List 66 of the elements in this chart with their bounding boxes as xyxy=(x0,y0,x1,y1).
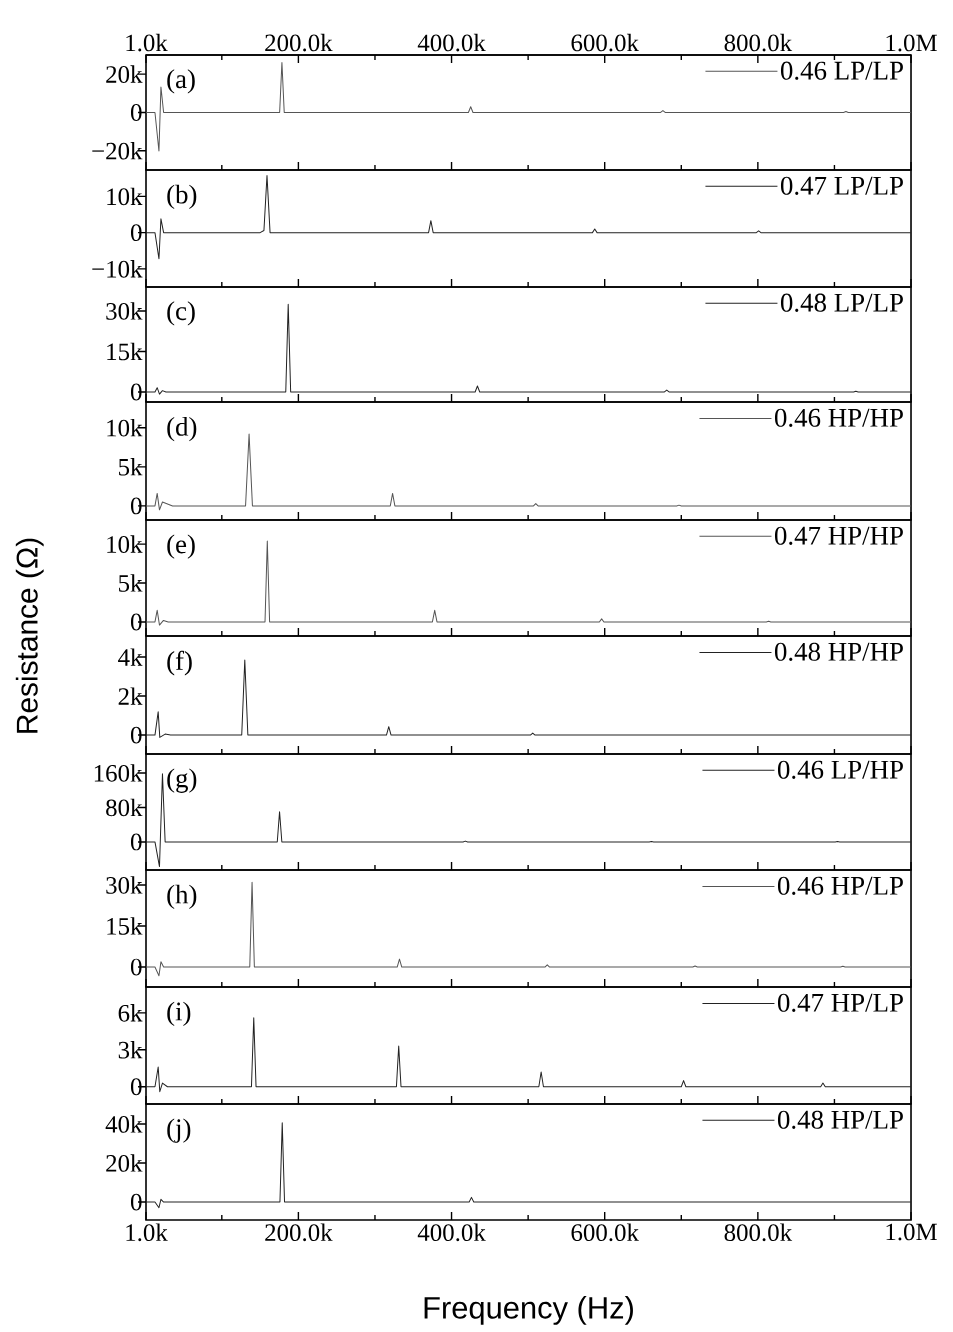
y-tick-label: 80k xyxy=(106,798,143,817)
y-tick-label: 3k xyxy=(118,1041,143,1059)
y-tick-label: 0 xyxy=(130,958,142,976)
x2-tick-label: 200.0k xyxy=(265,33,333,52)
annotation: (j) xyxy=(167,1118,191,1143)
annotation: (c) xyxy=(167,301,195,326)
annotation: (d) xyxy=(167,416,197,442)
legend-label: 0.47 LP/LP xyxy=(780,176,903,195)
y-tick-label: 15k xyxy=(107,342,143,361)
y-tick-label: 0 xyxy=(130,497,142,515)
y-tick-label: 20k xyxy=(106,1154,143,1172)
x-tick-label: 1.0k xyxy=(126,1223,168,1242)
y-tick-label: 10k xyxy=(107,535,143,553)
legend-label: 0.48 HP/HP xyxy=(774,642,903,661)
y-tick-label: −20k xyxy=(92,142,143,160)
legend-label: 0.46 LP/HP xyxy=(777,760,903,779)
y-tick-label: 6k xyxy=(118,1004,143,1022)
x-axis-title: Frequency (Hz) xyxy=(424,1296,633,1325)
y-tick-label: 0 xyxy=(130,1078,142,1096)
x-tick-label: 200.0k xyxy=(265,1223,333,1242)
x2-tick-label: 800.0k xyxy=(724,33,793,52)
x2-tick-label: 1.0M xyxy=(886,34,937,52)
x-tick-label: 600.0k xyxy=(571,1223,639,1242)
y-tick-label: 5k xyxy=(119,574,143,592)
y-tick-label: 0 xyxy=(130,833,142,851)
x-tick-label: 400.0k xyxy=(417,1223,486,1242)
y-tick-label: 5k xyxy=(119,458,143,476)
y-tick-label: 160k xyxy=(94,764,143,782)
line-series xyxy=(146,174,912,260)
x-tick-label: 800.0k xyxy=(724,1223,793,1242)
line-series xyxy=(146,61,912,152)
y-tick-label: 4k xyxy=(118,648,143,666)
annotation: (h) xyxy=(167,884,197,910)
y-tick-label: 0 xyxy=(130,104,142,121)
x2-tick-label: 600.0k xyxy=(571,33,639,52)
annotation: (i) xyxy=(167,1001,191,1027)
annotation: (a) xyxy=(167,69,195,94)
legend-label: 0.48 LP/LP xyxy=(780,293,903,312)
y-tick-label: 10k xyxy=(107,187,143,206)
y-tick-label: −10k xyxy=(92,260,143,278)
x2-tick-label: 1.0k xyxy=(126,33,168,52)
legend-label: 0.47 HP/LP xyxy=(777,993,903,1012)
y-tick-label: 0 xyxy=(130,383,142,401)
y-tick-label: 0 xyxy=(130,1193,142,1211)
legend-label: 0.46 LP/LP xyxy=(780,61,903,80)
x-tick-label: 1.0M xyxy=(886,1223,937,1241)
x2-tick-label: 400.0k xyxy=(417,33,486,52)
y-tick-label: 30k xyxy=(106,302,143,320)
y-tick-label: 2k xyxy=(118,687,143,705)
y-tick-label: 20k xyxy=(106,65,143,83)
y-tick-label: 0 xyxy=(130,224,142,242)
y-axis-title: Resistance (Ω) xyxy=(15,538,44,733)
annotation: (b) xyxy=(167,184,197,210)
annotation: (g) xyxy=(167,768,197,793)
y-tick-label: 10k xyxy=(107,419,143,437)
legend-label: 0.48 HP/LP xyxy=(777,1110,903,1129)
legend-label: 0.47 HP/HP xyxy=(774,526,903,545)
y-tick-label: 0 xyxy=(130,726,142,744)
legend-label: 0.46 HP/LP xyxy=(777,876,903,895)
annotation: (e) xyxy=(167,534,195,559)
legend-label: 0.46 HP/HP xyxy=(774,408,903,427)
annotation: (f) xyxy=(167,650,192,676)
y-tick-label: 30k xyxy=(106,876,143,894)
y-tick-label: 0 xyxy=(130,613,142,631)
y-tick-label: 15k xyxy=(107,917,143,935)
y-tick-label: 40k xyxy=(105,1115,143,1133)
